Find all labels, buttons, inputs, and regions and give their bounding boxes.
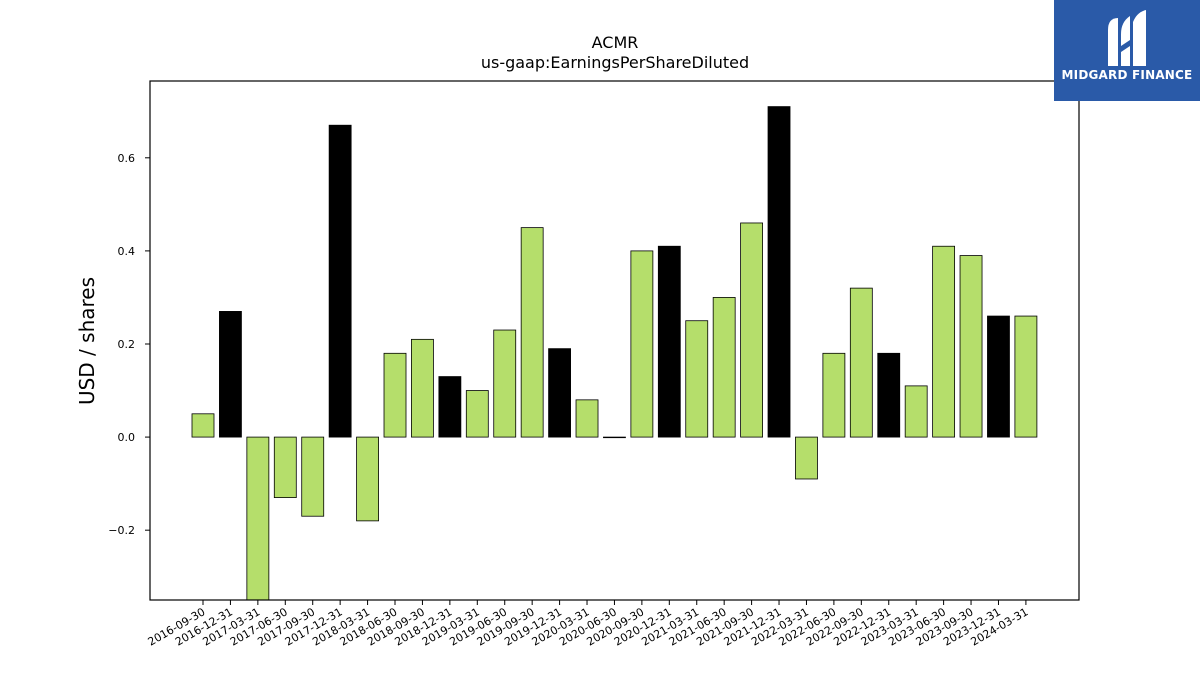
y-tick-label: 0.2 — [118, 338, 136, 351]
plot-frame — [149, 80, 1080, 601]
y-ticks-group: −0.2 0.0 0.2 0.4 0.6 — [108, 152, 150, 537]
chart-subtitle: us-gaap:EarningsPerShareDiluted — [481, 53, 749, 72]
bar-2019-06-30 — [493, 329, 517, 438]
bar-2019-09-30 — [520, 227, 544, 438]
bar-2023-06-30 — [932, 245, 956, 438]
y-tick-label: 0.6 — [118, 152, 136, 165]
bar-2021-03-31 — [685, 320, 709, 438]
bar-2021-06-30 — [712, 297, 736, 438]
bar-2020-03-31 — [575, 399, 599, 438]
bar-2017-03-31 — [246, 436, 270, 601]
bar-2020-12-31 — [657, 245, 681, 438]
chart-title: ACMR — [592, 33, 639, 52]
logo-text: MIDGARD FINANCE — [1061, 68, 1193, 82]
bar-2017-06-30 — [273, 436, 297, 498]
bar-2017-09-30 — [301, 436, 325, 517]
bar-2017-12-31 — [328, 124, 352, 438]
bar-2023-09-30 — [959, 255, 983, 438]
x-ticks-group: 2016-09-302016-12-312017-03-312017-06-30… — [146, 600, 1030, 649]
bar-2019-03-31 — [465, 390, 489, 438]
bars-group — [191, 106, 1038, 601]
bar-2024-03-31 — [1014, 315, 1038, 438]
y-tick-label: −0.2 — [108, 524, 135, 537]
midgard-m-logo-icon — [1108, 10, 1146, 66]
bar-2023-03-31 — [904, 385, 928, 438]
bar-2016-09-30 — [191, 413, 215, 438]
bar-2020-09-30 — [630, 250, 654, 438]
bar-2018-09-30 — [411, 338, 434, 438]
bar-2019-12-31 — [548, 348, 571, 438]
bar-2020-06-30 — [603, 436, 626, 439]
midgard-finance-logo: MIDGARD FINANCE — [1054, 0, 1200, 101]
bar-2018-12-31 — [438, 376, 462, 438]
y-axis-label: USD / shares — [75, 277, 99, 405]
y-tick-label: 0.0 — [118, 431, 136, 444]
bar-2022-12-31 — [877, 352, 901, 438]
bar-2022-06-30 — [822, 352, 846, 438]
bar-2023-12-31 — [987, 315, 1010, 438]
bar-2018-03-31 — [356, 436, 379, 522]
bar-2016-12-31 — [219, 311, 242, 438]
y-tick-label: 0.4 — [118, 245, 136, 258]
bar-2021-09-30 — [740, 222, 763, 438]
bar-2022-03-31 — [795, 436, 818, 480]
bar-2018-06-30 — [383, 352, 407, 438]
bar-2022-09-30 — [849, 287, 873, 438]
bar-2021-12-31 — [767, 106, 791, 438]
